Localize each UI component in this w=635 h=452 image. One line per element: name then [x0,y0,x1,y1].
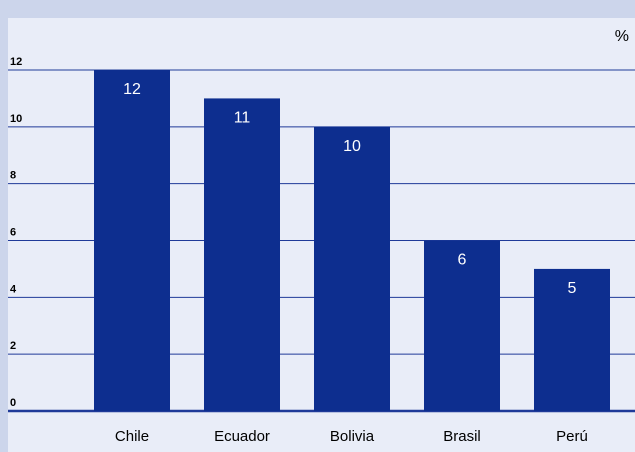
y-tick-label: 10 [10,113,22,125]
y-tick-labels: 0 2 4 6 8 10 12 [10,56,22,409]
x-tick-label: Bolivia [330,428,375,445]
bar [314,127,390,411]
y-tick-label: 12 [10,56,22,68]
x-tick-label: Brasil [443,428,481,445]
bar-value-label: 10 [343,138,361,155]
bar [204,98,280,411]
x-tick-label: Ecuador [214,428,270,445]
y-tick-label: 4 [10,283,17,295]
bar-value-label: 5 [568,280,577,297]
bar-value-label: 6 [458,252,467,269]
x-tick-labels: Chile Ecuador Bolivia Brasil Perú [115,428,588,445]
y-tick-label: 2 [10,340,16,352]
x-tick-label: Perú [556,428,588,445]
unit-label: % [615,28,629,45]
x-tick-label: Chile [115,428,149,445]
bar-value-label: 12 [123,81,141,98]
y-tick-label: 8 [10,170,16,182]
y-tick-label: 0 [10,397,16,409]
y-tick-label: 6 [10,227,16,239]
bar-value-label: 11 [234,109,251,126]
bar [94,70,170,411]
